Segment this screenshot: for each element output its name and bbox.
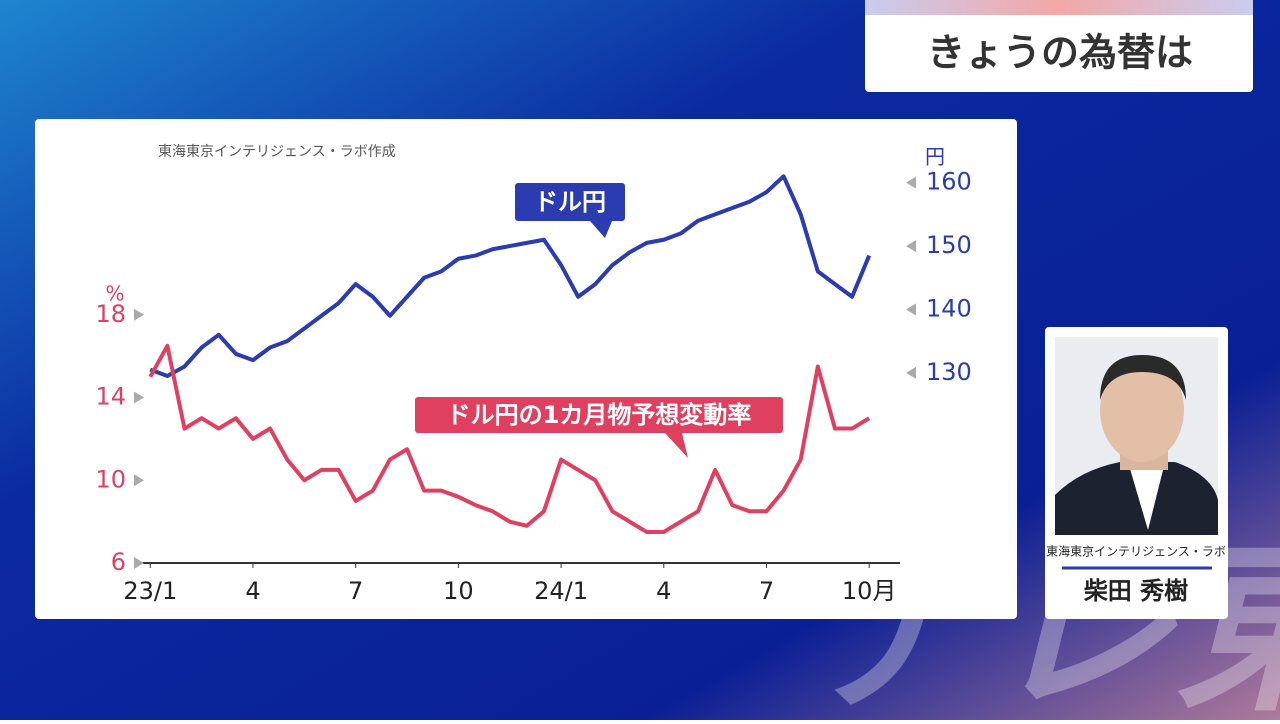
callout-pointer xyxy=(665,433,688,458)
y-tick xyxy=(134,474,144,487)
x-tick-label: 24/1 xyxy=(534,577,588,605)
callout-pointer xyxy=(590,221,612,238)
y2-tick xyxy=(906,366,916,379)
x-tick-label: 4 xyxy=(245,577,260,605)
y-tick xyxy=(134,308,144,321)
photo-shirt xyxy=(1128,462,1165,530)
y2-unit: 円 xyxy=(925,145,945,169)
y-tick-label: 6 xyxy=(111,548,126,576)
x-tick-label: 7 xyxy=(759,577,774,605)
y2-tick-label: 150 xyxy=(926,231,972,259)
x-tick-label: 10 xyxy=(443,577,474,605)
photo-hair xyxy=(1100,355,1186,400)
y2-tick-label: 140 xyxy=(926,294,972,322)
source: 東海東京インテリジェンス・ラボ作成 xyxy=(158,144,396,160)
series-label-box xyxy=(415,397,783,433)
header-strip xyxy=(865,0,1253,15)
series-line xyxy=(149,174,872,379)
chart-panel xyxy=(35,119,1017,619)
y-unit: % xyxy=(105,282,124,306)
guest-name: 柴田 秀樹 xyxy=(1083,577,1188,605)
photo-suit xyxy=(1055,462,1218,535)
header-title: きょうの為替は xyxy=(927,31,1193,75)
x-tick-label: 23/1 xyxy=(123,577,177,605)
y-tick-label: 14 xyxy=(95,383,126,411)
y-tick xyxy=(134,391,144,404)
x-tick-label: 10月 xyxy=(842,577,897,605)
photo-face xyxy=(1100,358,1184,462)
y2-tick xyxy=(906,176,916,189)
series-label: ドル円 xyxy=(534,188,606,216)
series-label: ドル円の1カ月物予想変動率 xyxy=(447,401,752,429)
plot: 6 10 14 18 130 140 150 160 23/1 4 7 10 24/1 4 7 10月 xyxy=(95,168,971,605)
y-tick xyxy=(134,557,144,569)
y-tick-label: 18 xyxy=(95,300,126,328)
header-box xyxy=(865,0,1253,92)
series-line xyxy=(148,343,871,534)
x-tick-label: 4 xyxy=(656,577,671,605)
series-label-box xyxy=(515,183,625,221)
y-tick-label: 10 xyxy=(95,465,126,493)
guest-affiliation: 東海東京インテリジェンス・ラボ xyxy=(1046,544,1226,559)
y2-tick-label: 130 xyxy=(926,358,972,386)
y2-tick-label: 160 xyxy=(926,168,972,196)
x-tick-label: 7 xyxy=(348,577,363,605)
y2-tick xyxy=(906,303,916,316)
y2-tick xyxy=(906,240,916,253)
